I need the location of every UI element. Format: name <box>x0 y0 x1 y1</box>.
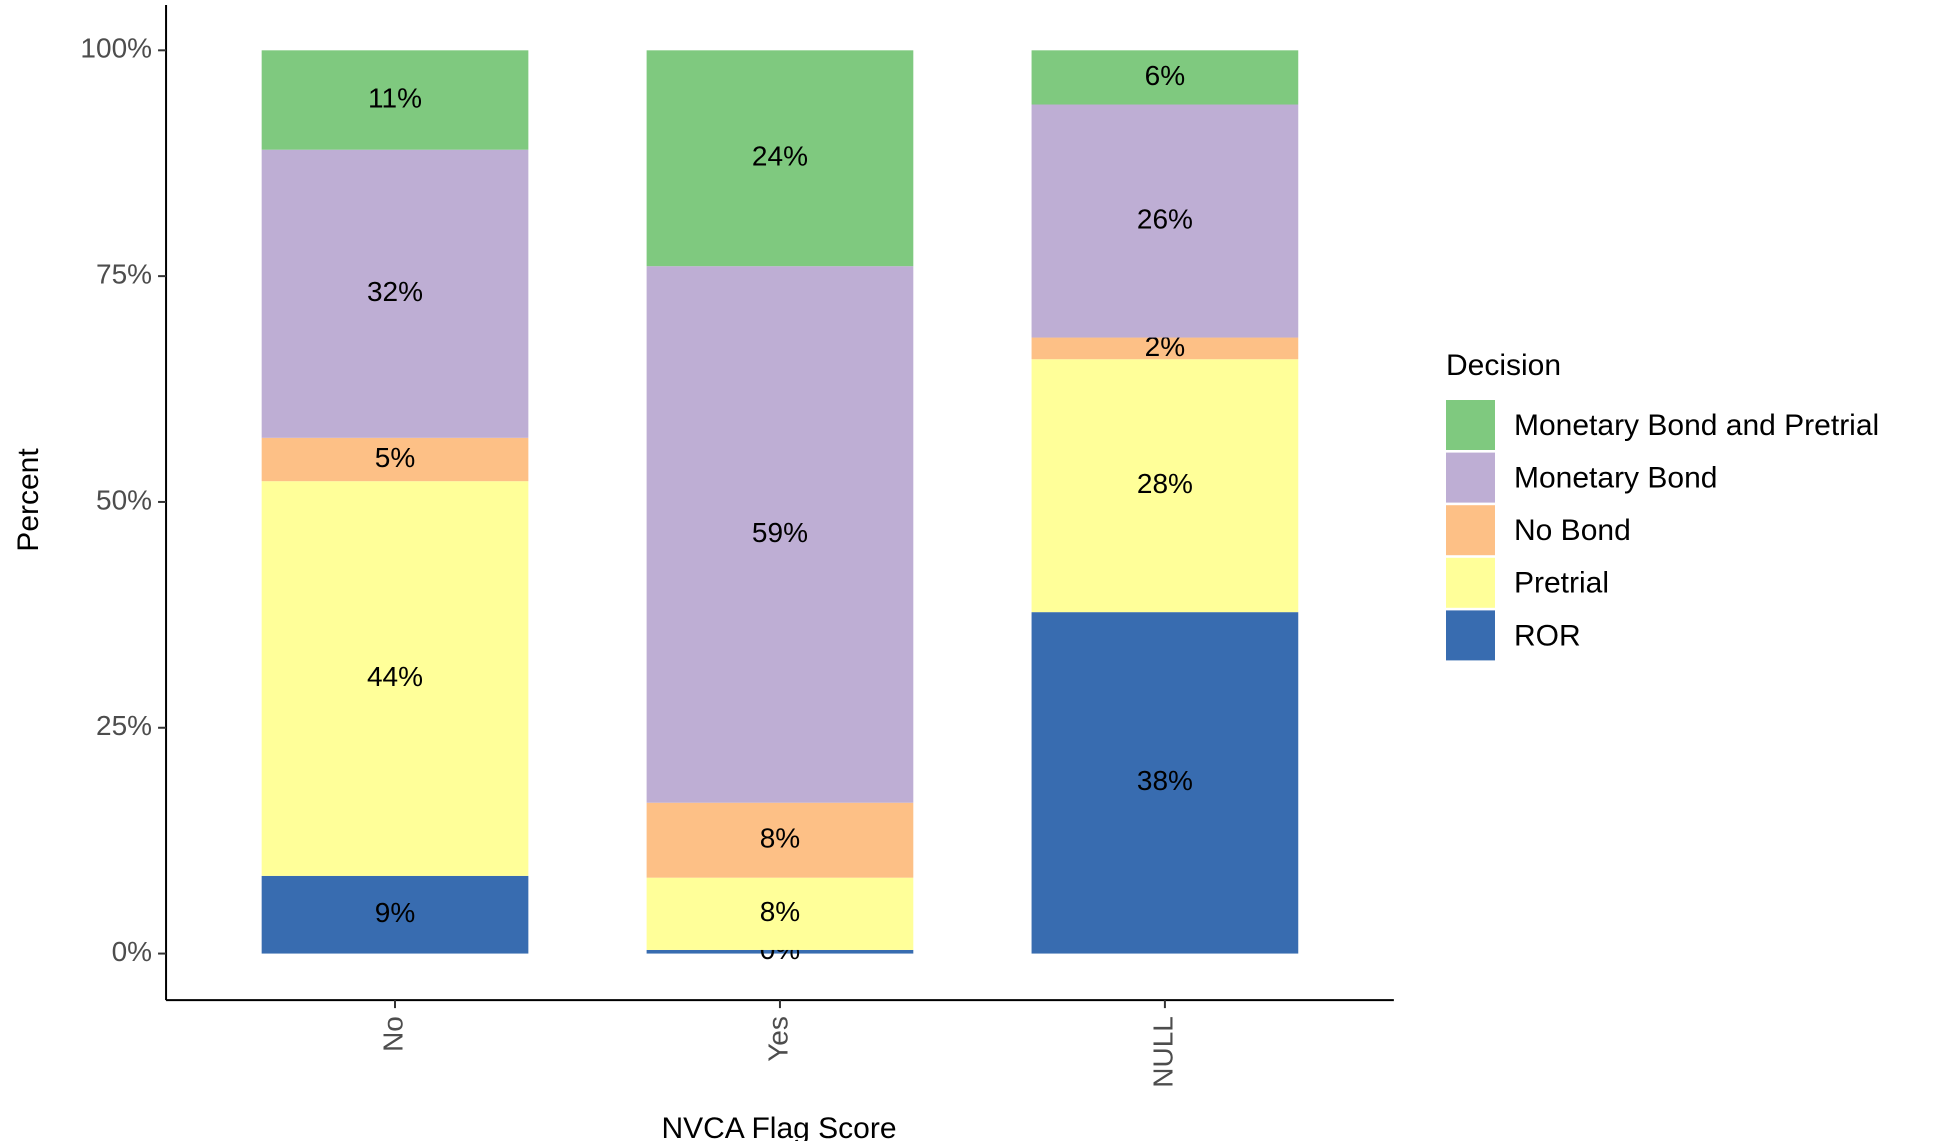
data-label: 59% <box>752 517 808 548</box>
data-label: 24% <box>752 141 808 172</box>
data-label: 9% <box>375 897 415 928</box>
legend-key <box>1446 505 1495 556</box>
data-label: 8% <box>760 896 800 927</box>
y-tick-label: 25% <box>96 710 152 741</box>
x-tick-label: Yes <box>762 1016 793 1062</box>
bar-segment <box>646 949 914 954</box>
data-label: 38% <box>1137 765 1193 796</box>
data-label: 26% <box>1137 203 1193 234</box>
bar-segment <box>261 437 529 482</box>
legend-key <box>1446 400 1495 450</box>
data-label: 28% <box>1137 468 1193 499</box>
bar-segment <box>1031 612 1299 954</box>
bar-segment <box>1031 359 1299 613</box>
legend-label: Monetary Bond <box>1514 462 1717 495</box>
x-tick-label: No <box>377 1016 408 1052</box>
y-tick-label: 50% <box>96 484 152 515</box>
x-tick-label: NULL <box>1147 1016 1178 1088</box>
x-axis-title: NVCA Flag Score <box>661 1112 896 1141</box>
bar-segment <box>261 875 529 954</box>
data-label: 44% <box>367 661 423 692</box>
legend-title: Decision <box>1446 349 1561 382</box>
data-label: 6% <box>1145 60 1185 91</box>
bar-segment <box>646 877 914 950</box>
bar-segment <box>1031 104 1299 338</box>
data-label: 11% <box>368 82 422 113</box>
y-tick-label: 75% <box>96 259 152 290</box>
bar-segment <box>646 802 914 878</box>
bar-segment <box>261 149 529 438</box>
y-axis-title: Percent <box>12 448 45 552</box>
legend-key <box>1446 452 1495 503</box>
bar-segment <box>1031 50 1299 105</box>
legend-key <box>1446 610 1495 661</box>
legend-key <box>1446 557 1495 608</box>
legend-label: ROR <box>1514 619 1581 652</box>
legend-label: Monetary Bond and Pretrial <box>1514 409 1879 442</box>
data-label: 32% <box>367 276 423 307</box>
y-tick-label: 100% <box>80 33 152 64</box>
bar-segment <box>261 481 529 876</box>
data-label: 5% <box>375 442 415 473</box>
legend-label: Pretrial <box>1514 567 1609 600</box>
y-tick-label: 0% <box>112 936 152 967</box>
bar-segment <box>1031 337 1299 360</box>
bar-segment <box>646 266 914 803</box>
data-label: 8% <box>760 823 800 854</box>
bar-segment <box>646 50 914 267</box>
bar-segment <box>261 50 529 150</box>
legend-label: No Bond <box>1514 514 1631 547</box>
